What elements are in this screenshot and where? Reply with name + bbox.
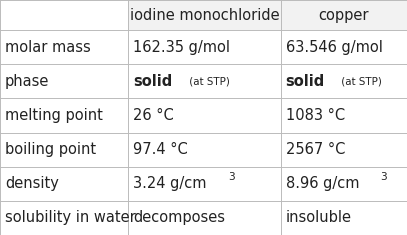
Text: boiling point: boiling point xyxy=(5,142,96,157)
Text: decomposes: decomposes xyxy=(133,210,225,225)
Text: 3.24 g/cm: 3.24 g/cm xyxy=(133,176,207,191)
Bar xyxy=(128,0,281,30)
Text: melting point: melting point xyxy=(5,108,103,123)
Text: molar mass: molar mass xyxy=(5,40,91,55)
Bar xyxy=(281,0,407,30)
Text: iodine monochloride: iodine monochloride xyxy=(130,8,279,23)
Text: 97.4 °C: 97.4 °C xyxy=(133,142,188,157)
Text: solubility in water: solubility in water xyxy=(5,210,136,225)
Text: copper: copper xyxy=(319,8,369,23)
Text: 8.96 g/cm: 8.96 g/cm xyxy=(286,176,359,191)
Text: 63.546 g/mol: 63.546 g/mol xyxy=(286,40,383,55)
Text: solid: solid xyxy=(286,74,325,89)
Text: (at STP): (at STP) xyxy=(186,76,230,86)
Text: (at STP): (at STP) xyxy=(338,76,382,86)
Text: solid: solid xyxy=(133,74,172,89)
Text: 3: 3 xyxy=(228,172,235,182)
Text: 26 °C: 26 °C xyxy=(133,108,174,123)
Text: insoluble: insoluble xyxy=(286,210,352,225)
Text: 162.35 g/mol: 162.35 g/mol xyxy=(133,40,230,55)
Text: density: density xyxy=(5,176,59,191)
Text: phase: phase xyxy=(5,74,49,89)
Text: 3: 3 xyxy=(381,172,387,182)
Text: 2567 °C: 2567 °C xyxy=(286,142,345,157)
Text: 1083 °C: 1083 °C xyxy=(286,108,345,123)
